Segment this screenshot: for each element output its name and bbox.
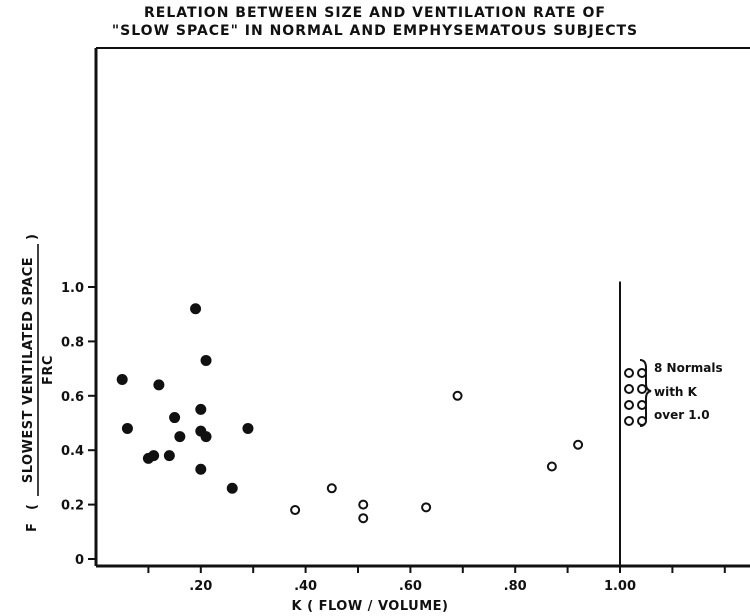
chart-title-line-1: RELATION BETWEEN SIZE AND VENTILATION RA… — [144, 5, 606, 21]
x-axis-label: K ( FLOW / VOLUME) — [292, 599, 449, 614]
side-note-group: 8 Normals with K over 1.0 — [624, 359, 723, 427]
normal-point — [573, 439, 584, 450]
normal-point — [358, 513, 369, 524]
normal-point — [358, 499, 369, 510]
side-note-circle — [624, 384, 634, 394]
normal-point — [326, 483, 337, 494]
y-tick-label: 0.4 — [61, 444, 84, 459]
y-axis-label-paren-open: ( — [25, 504, 40, 510]
normal-point — [546, 461, 557, 472]
y-tick-label: 0.2 — [61, 499, 84, 514]
emphysema-point — [153, 379, 165, 391]
side-note-line-3: over 1.0 — [654, 408, 710, 422]
chart-title-line-2: "SLOW SPACE" IN NORMAL AND EMPHYSEMATOUS… — [111, 23, 639, 39]
y-axis-label-prefix: F — [25, 523, 40, 532]
data-points — [116, 303, 584, 524]
x-tick-label: .40 — [294, 579, 317, 594]
emphysema-point — [226, 482, 238, 494]
side-note-circle — [637, 416, 647, 426]
emphysema-point — [174, 431, 186, 443]
emphysema-point — [169, 412, 181, 424]
y-axis-label-numerator: SLOWEST VENTILATED SPACE — [21, 257, 36, 483]
x-axis-ticks: .20 .40 .60 .80 1.00 — [147, 566, 726, 594]
side-note-circle — [637, 368, 647, 378]
x-tick-label: .20 — [189, 579, 212, 594]
side-note-line-1: 8 Normals — [654, 361, 723, 375]
side-note-circle — [624, 416, 634, 426]
x-tick-label: .60 — [399, 579, 422, 594]
emphysema-point — [148, 450, 160, 462]
side-note-circle — [624, 400, 634, 410]
emphysema-point — [200, 431, 212, 443]
x-tick-label: 1.00 — [604, 579, 636, 594]
side-note-circle — [624, 368, 634, 378]
y-axis-label-denominator: FRC — [41, 355, 56, 385]
emphysema-point — [121, 422, 133, 434]
emphysema-point — [242, 422, 254, 434]
y-tick-label: 0 — [75, 553, 84, 568]
x-tick-label: .80 — [504, 579, 527, 594]
side-note-circle — [637, 384, 647, 394]
normal-point — [452, 390, 463, 401]
emphysema-point — [190, 303, 202, 315]
emphysema-point — [163, 450, 175, 462]
emphysema-point — [200, 354, 212, 366]
side-note-circle — [637, 400, 647, 410]
normal-point — [290, 505, 301, 516]
emphysema-point — [195, 403, 207, 415]
emphysema-point — [116, 373, 128, 385]
y-tick-label: 0.8 — [61, 335, 84, 350]
y-axis-label-paren-close: ) — [25, 234, 40, 240]
y-axis-label: F ( SLOWEST VENTILATED SPACE FRC ) — [21, 234, 56, 532]
normal-point — [421, 502, 432, 513]
y-tick-label: 1.0 — [61, 281, 84, 296]
y-axis-ticks: 0 0.2 0.4 0.6 0.8 1.0 — [61, 281, 96, 568]
side-note-line-2: with K — [654, 385, 698, 399]
emphysema-point — [195, 463, 207, 475]
y-tick-label: 0.6 — [61, 390, 84, 405]
